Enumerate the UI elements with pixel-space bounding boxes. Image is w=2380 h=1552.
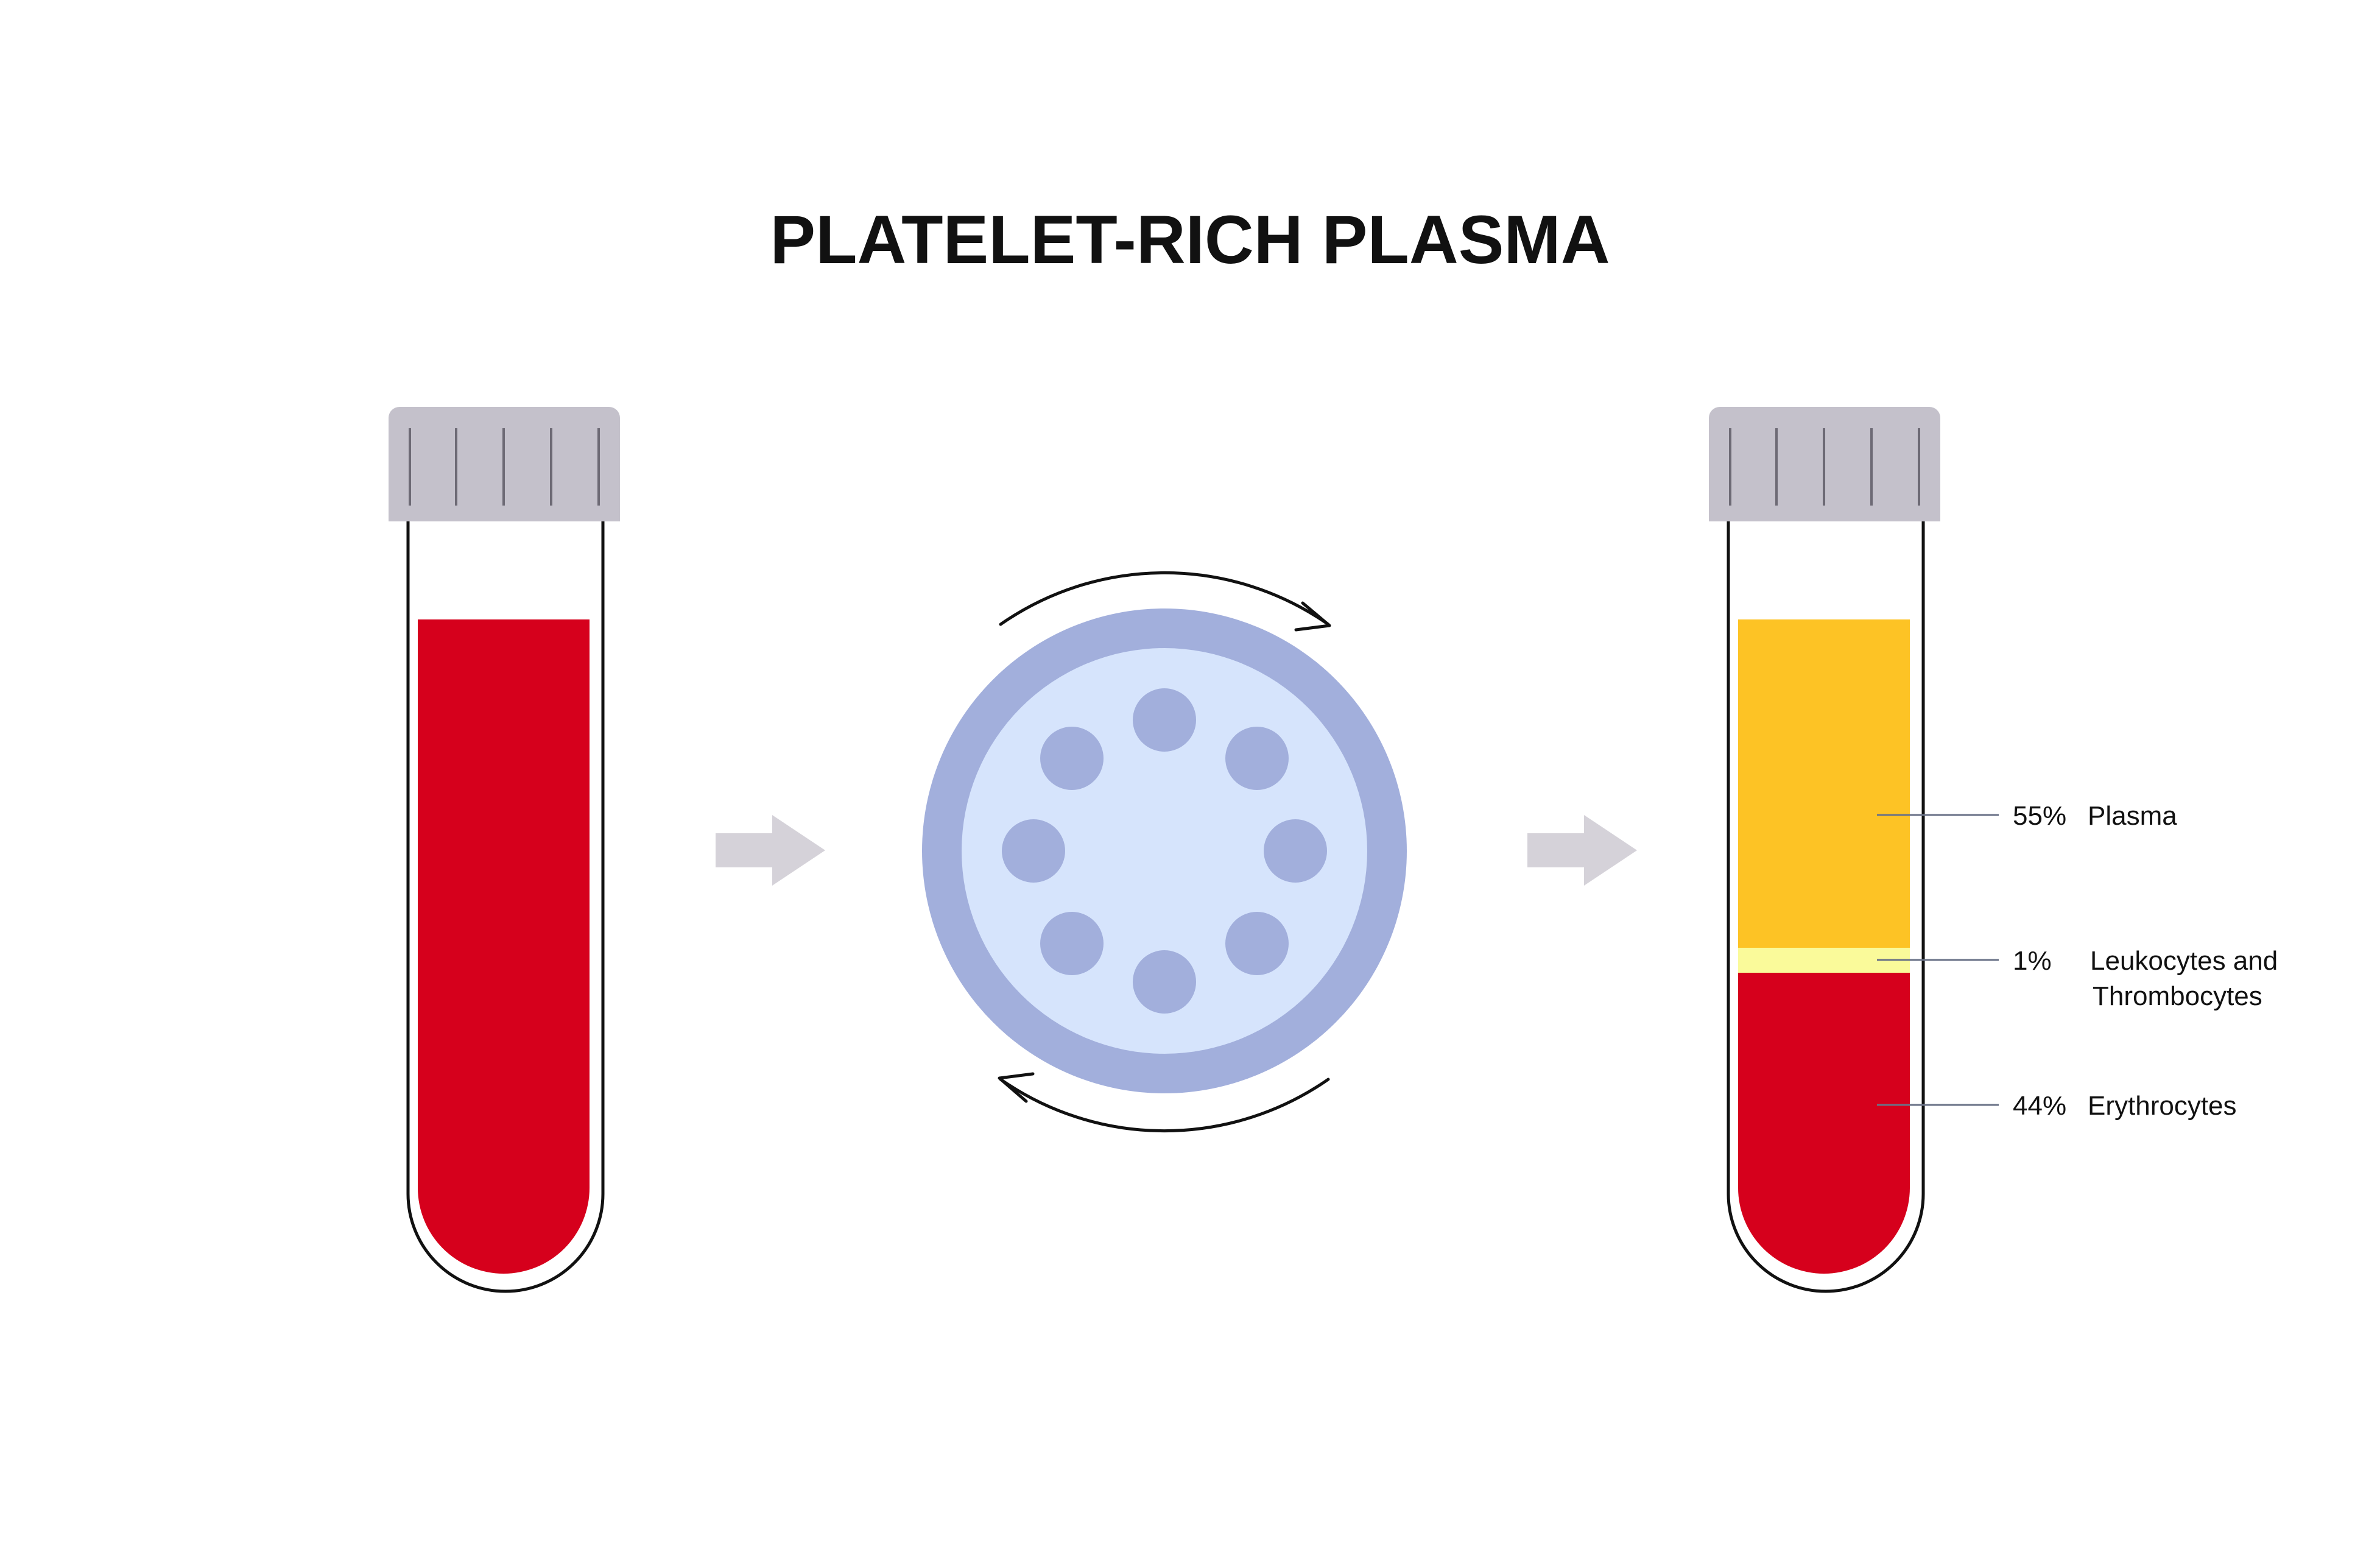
rotation-arrow-top-head [1294, 601, 1331, 632]
rotor-hole [1040, 727, 1104, 790]
plasma-layer [1738, 619, 1910, 948]
buffy-label-line2: Thrombocytes [2093, 981, 2262, 1011]
right-arrow-icon [1527, 815, 1637, 886]
left-tube-cap [389, 407, 620, 521]
rotation-arrow-top [999, 571, 1330, 626]
erythrocyte-percent: 44% [2013, 1091, 2066, 1121]
rotor-hole [1225, 727, 1289, 790]
erythrocyte-label: Erythrocytes [2088, 1091, 2237, 1121]
rotor-holes [1002, 688, 1327, 1014]
rotation-arrow-bottom [999, 1078, 1330, 1133]
plasma-label: Plasma [2088, 801, 2177, 831]
buffy-percent: 1% [2013, 946, 2052, 976]
layer-labels: 55% Plasma 1% Leukocytes and Thrombocyte… [1877, 801, 2278, 1121]
left-tube-blood [418, 619, 590, 1274]
rotor-hole [1133, 950, 1196, 1014]
diagram-title: PLATELET-RICH PLASMA [770, 202, 1610, 278]
whole-blood-tube [389, 407, 620, 1293]
right-tube-glass [1727, 521, 1925, 1293]
erythrocyte-layer [1738, 973, 1910, 1274]
right-tube-cap [1709, 407, 1940, 521]
left-tube-glass [406, 521, 605, 1293]
rotor-hole [1264, 819, 1327, 883]
separated-blood-tube [1709, 407, 1940, 1293]
rotor-hole [1002, 819, 1065, 883]
rotor-hole [1225, 912, 1289, 975]
right-arrow-icon [716, 815, 825, 886]
plasma-percent: 55% [2013, 801, 2066, 831]
centrifuge-rotor [922, 608, 1407, 1093]
rotation-arrow-bottom-head [998, 1072, 1035, 1103]
buffy-label-line1: Leukocytes and [2090, 946, 2278, 976]
rotation-arrows-icon [998, 571, 1331, 1133]
rotor-hole [1040, 912, 1104, 975]
rotor-hole [1133, 688, 1196, 752]
